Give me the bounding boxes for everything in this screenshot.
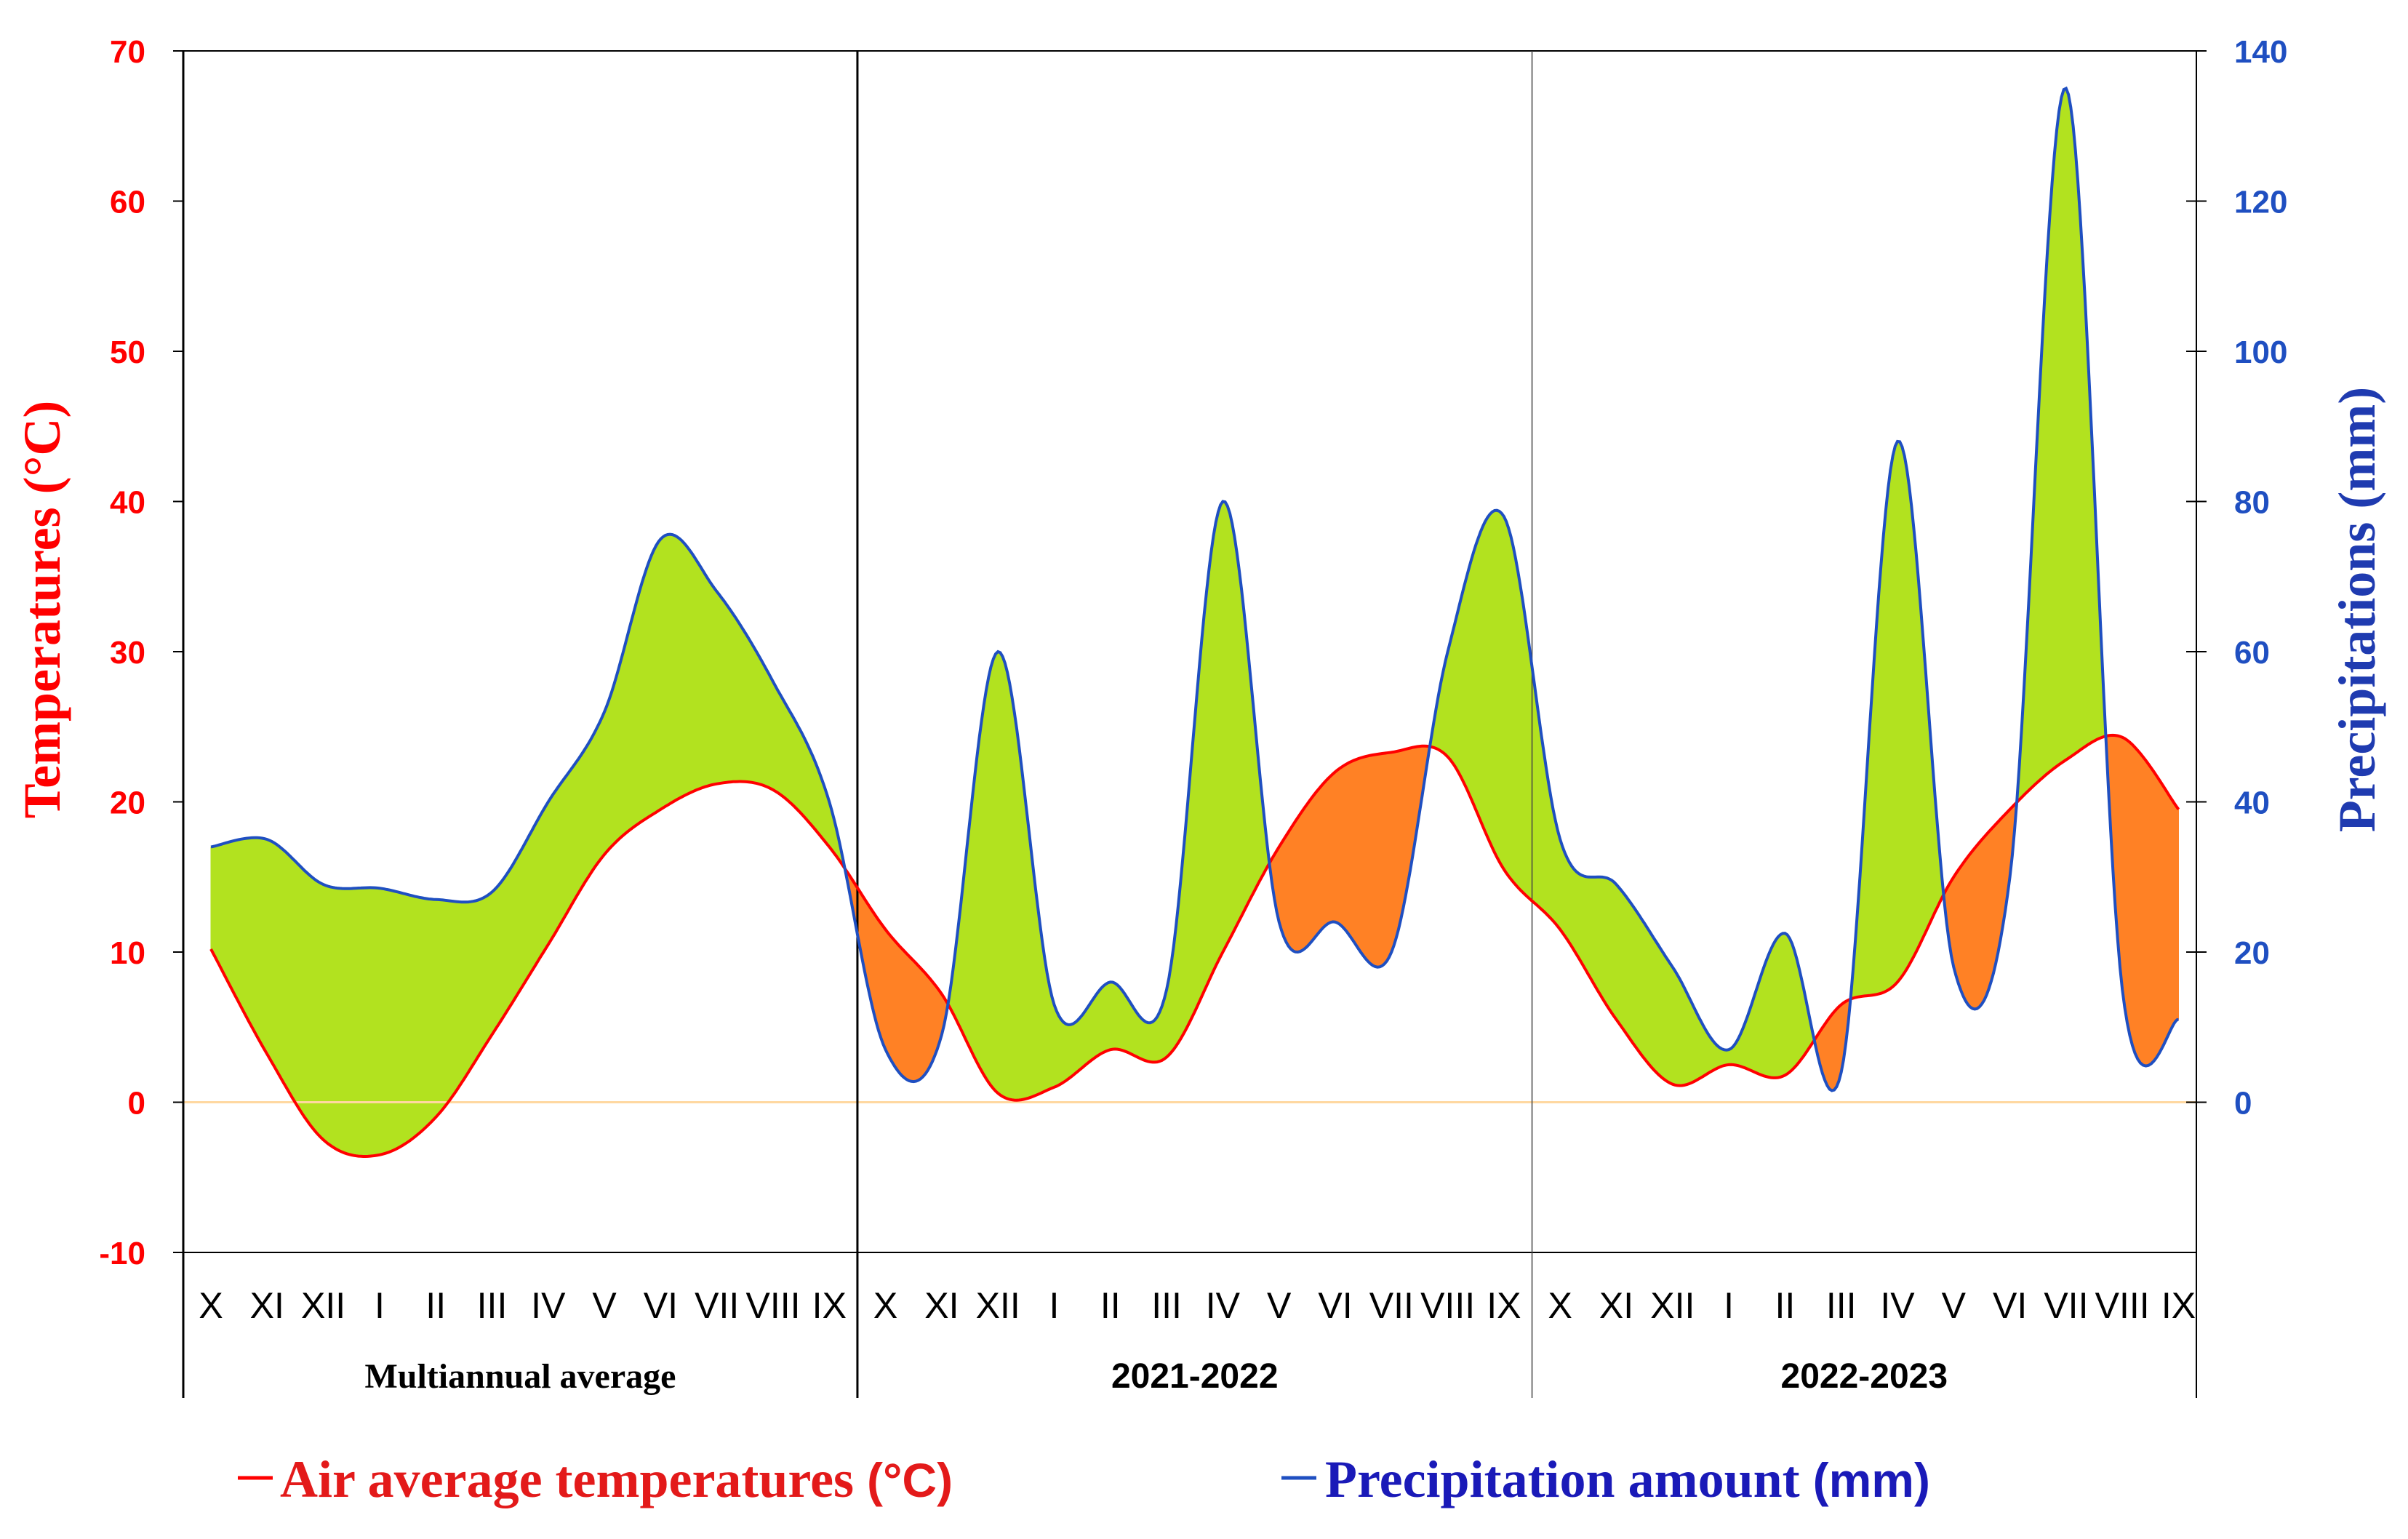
x-tick-label: X bbox=[199, 1285, 223, 1326]
x-tick-label: V bbox=[1267, 1285, 1292, 1326]
chart-frame bbox=[182, 50, 2197, 1398]
y-left-tick-label: 10 bbox=[110, 935, 145, 971]
x-tick-label: III bbox=[1826, 1285, 1857, 1326]
y-right-tick-label: 120 bbox=[2234, 185, 2287, 220]
series-lines bbox=[209, 86, 2180, 1158]
x-tick-label: VI bbox=[1318, 1285, 1352, 1326]
x-tick-label: XI bbox=[250, 1285, 284, 1326]
x-tick-label: IX bbox=[812, 1285, 847, 1326]
y-right-tick-label: 20 bbox=[2234, 935, 2270, 971]
y-left-tick-label: 20 bbox=[110, 786, 145, 821]
y-right-tick-label: 0 bbox=[2234, 1086, 2252, 1122]
legend-temp-text: Air average temperatures bbox=[280, 1450, 867, 1508]
y-left-tick-label: 30 bbox=[110, 635, 145, 671]
x-tick-label: VII bbox=[2044, 1285, 2088, 1326]
x-tick-label: XII bbox=[1650, 1285, 1695, 1326]
x-tick-label: X bbox=[1548, 1285, 1572, 1326]
y-axis-right-title: Precipitations (mm) bbox=[2328, 387, 2386, 833]
x-tick-label: VIII bbox=[2095, 1285, 2150, 1326]
y-right-tick-label: 100 bbox=[2234, 335, 2287, 370]
x-tick-label: IV bbox=[531, 1285, 566, 1326]
x-tick-label: VI bbox=[1993, 1285, 2027, 1326]
x-tick-label: VII bbox=[695, 1285, 739, 1326]
x-tick-label: XII bbox=[301, 1285, 345, 1326]
legend-prec-text: Precipitation amount bbox=[1325, 1450, 1813, 1508]
x-tick-label: X bbox=[873, 1285, 897, 1326]
period-label: Multiannual average bbox=[364, 1357, 676, 1396]
x-tick-label: I bbox=[1049, 1285, 1060, 1326]
x-tick-label: VII bbox=[1369, 1285, 1414, 1326]
x-tick-label: I bbox=[1724, 1285, 1734, 1326]
x-tick-label: II bbox=[1775, 1285, 1796, 1326]
x-tick-label: IX bbox=[1487, 1285, 1521, 1326]
x-tick-label: IV bbox=[1206, 1285, 1241, 1326]
y-left-tick-label: -10 bbox=[99, 1236, 145, 1271]
x-tick-label: IV bbox=[1880, 1285, 1915, 1326]
legend-prec-unit: (mm) bbox=[1813, 1453, 1930, 1507]
x-tick-label: VIII bbox=[745, 1285, 800, 1326]
x-tick-label: III bbox=[1151, 1285, 1182, 1326]
legend: Air average temperatures (°C) Precipitat… bbox=[238, 1450, 1930, 1508]
x-tick-label: XI bbox=[1599, 1285, 1633, 1326]
fill-region bbox=[948, 500, 1271, 1101]
x-tick-label: XI bbox=[924, 1285, 959, 1326]
y-axis-left-title: Temperatures (°C) bbox=[13, 401, 71, 819]
x-tick-label: XII bbox=[976, 1285, 1020, 1326]
legend-prec-label: Precipitation amount (mm) bbox=[1325, 1450, 1930, 1508]
fill-region bbox=[210, 534, 847, 1157]
y-right-tick-label: 60 bbox=[2234, 635, 2270, 671]
x-tick-label: IX bbox=[2161, 1285, 2196, 1326]
fill-region bbox=[845, 868, 950, 1082]
x-tick-label: VI bbox=[644, 1285, 678, 1326]
y-left-tick-label: 70 bbox=[110, 34, 145, 70]
y-right-tick-label: 80 bbox=[2234, 485, 2270, 521]
fill-region bbox=[1431, 510, 1816, 1087]
x-tick-label: III bbox=[477, 1285, 508, 1326]
period-label: 2022-2023 bbox=[1781, 1357, 1948, 1396]
y-right-tick-label: 140 bbox=[2234, 34, 2287, 70]
y-right-tick-label: 40 bbox=[2234, 786, 2270, 821]
area-fills bbox=[210, 87, 2179, 1157]
y-left-tick-label: 60 bbox=[110, 185, 145, 220]
x-tick-label: II bbox=[1100, 1285, 1121, 1326]
x-tick-label: VIII bbox=[1420, 1285, 1475, 1326]
y-left-tick-label: 0 bbox=[128, 1086, 145, 1122]
precipitation-line bbox=[210, 86, 2179, 1092]
x-tick-label: V bbox=[1942, 1285, 1967, 1326]
fill-region bbox=[1269, 737, 1432, 968]
x-tick-label: V bbox=[592, 1285, 617, 1326]
x-tick-label: I bbox=[375, 1285, 385, 1326]
legend-temp-unit: (°C) bbox=[867, 1453, 953, 1507]
x-tick-label: II bbox=[425, 1285, 446, 1326]
y-left-tick-label: 50 bbox=[110, 335, 145, 370]
legend-temp-label: Air average temperatures (°C) bbox=[280, 1450, 953, 1508]
fill-region bbox=[2105, 735, 2179, 1067]
y-left-tick-label: 40 bbox=[110, 485, 145, 521]
period-label: 2021-2022 bbox=[1111, 1357, 1279, 1396]
